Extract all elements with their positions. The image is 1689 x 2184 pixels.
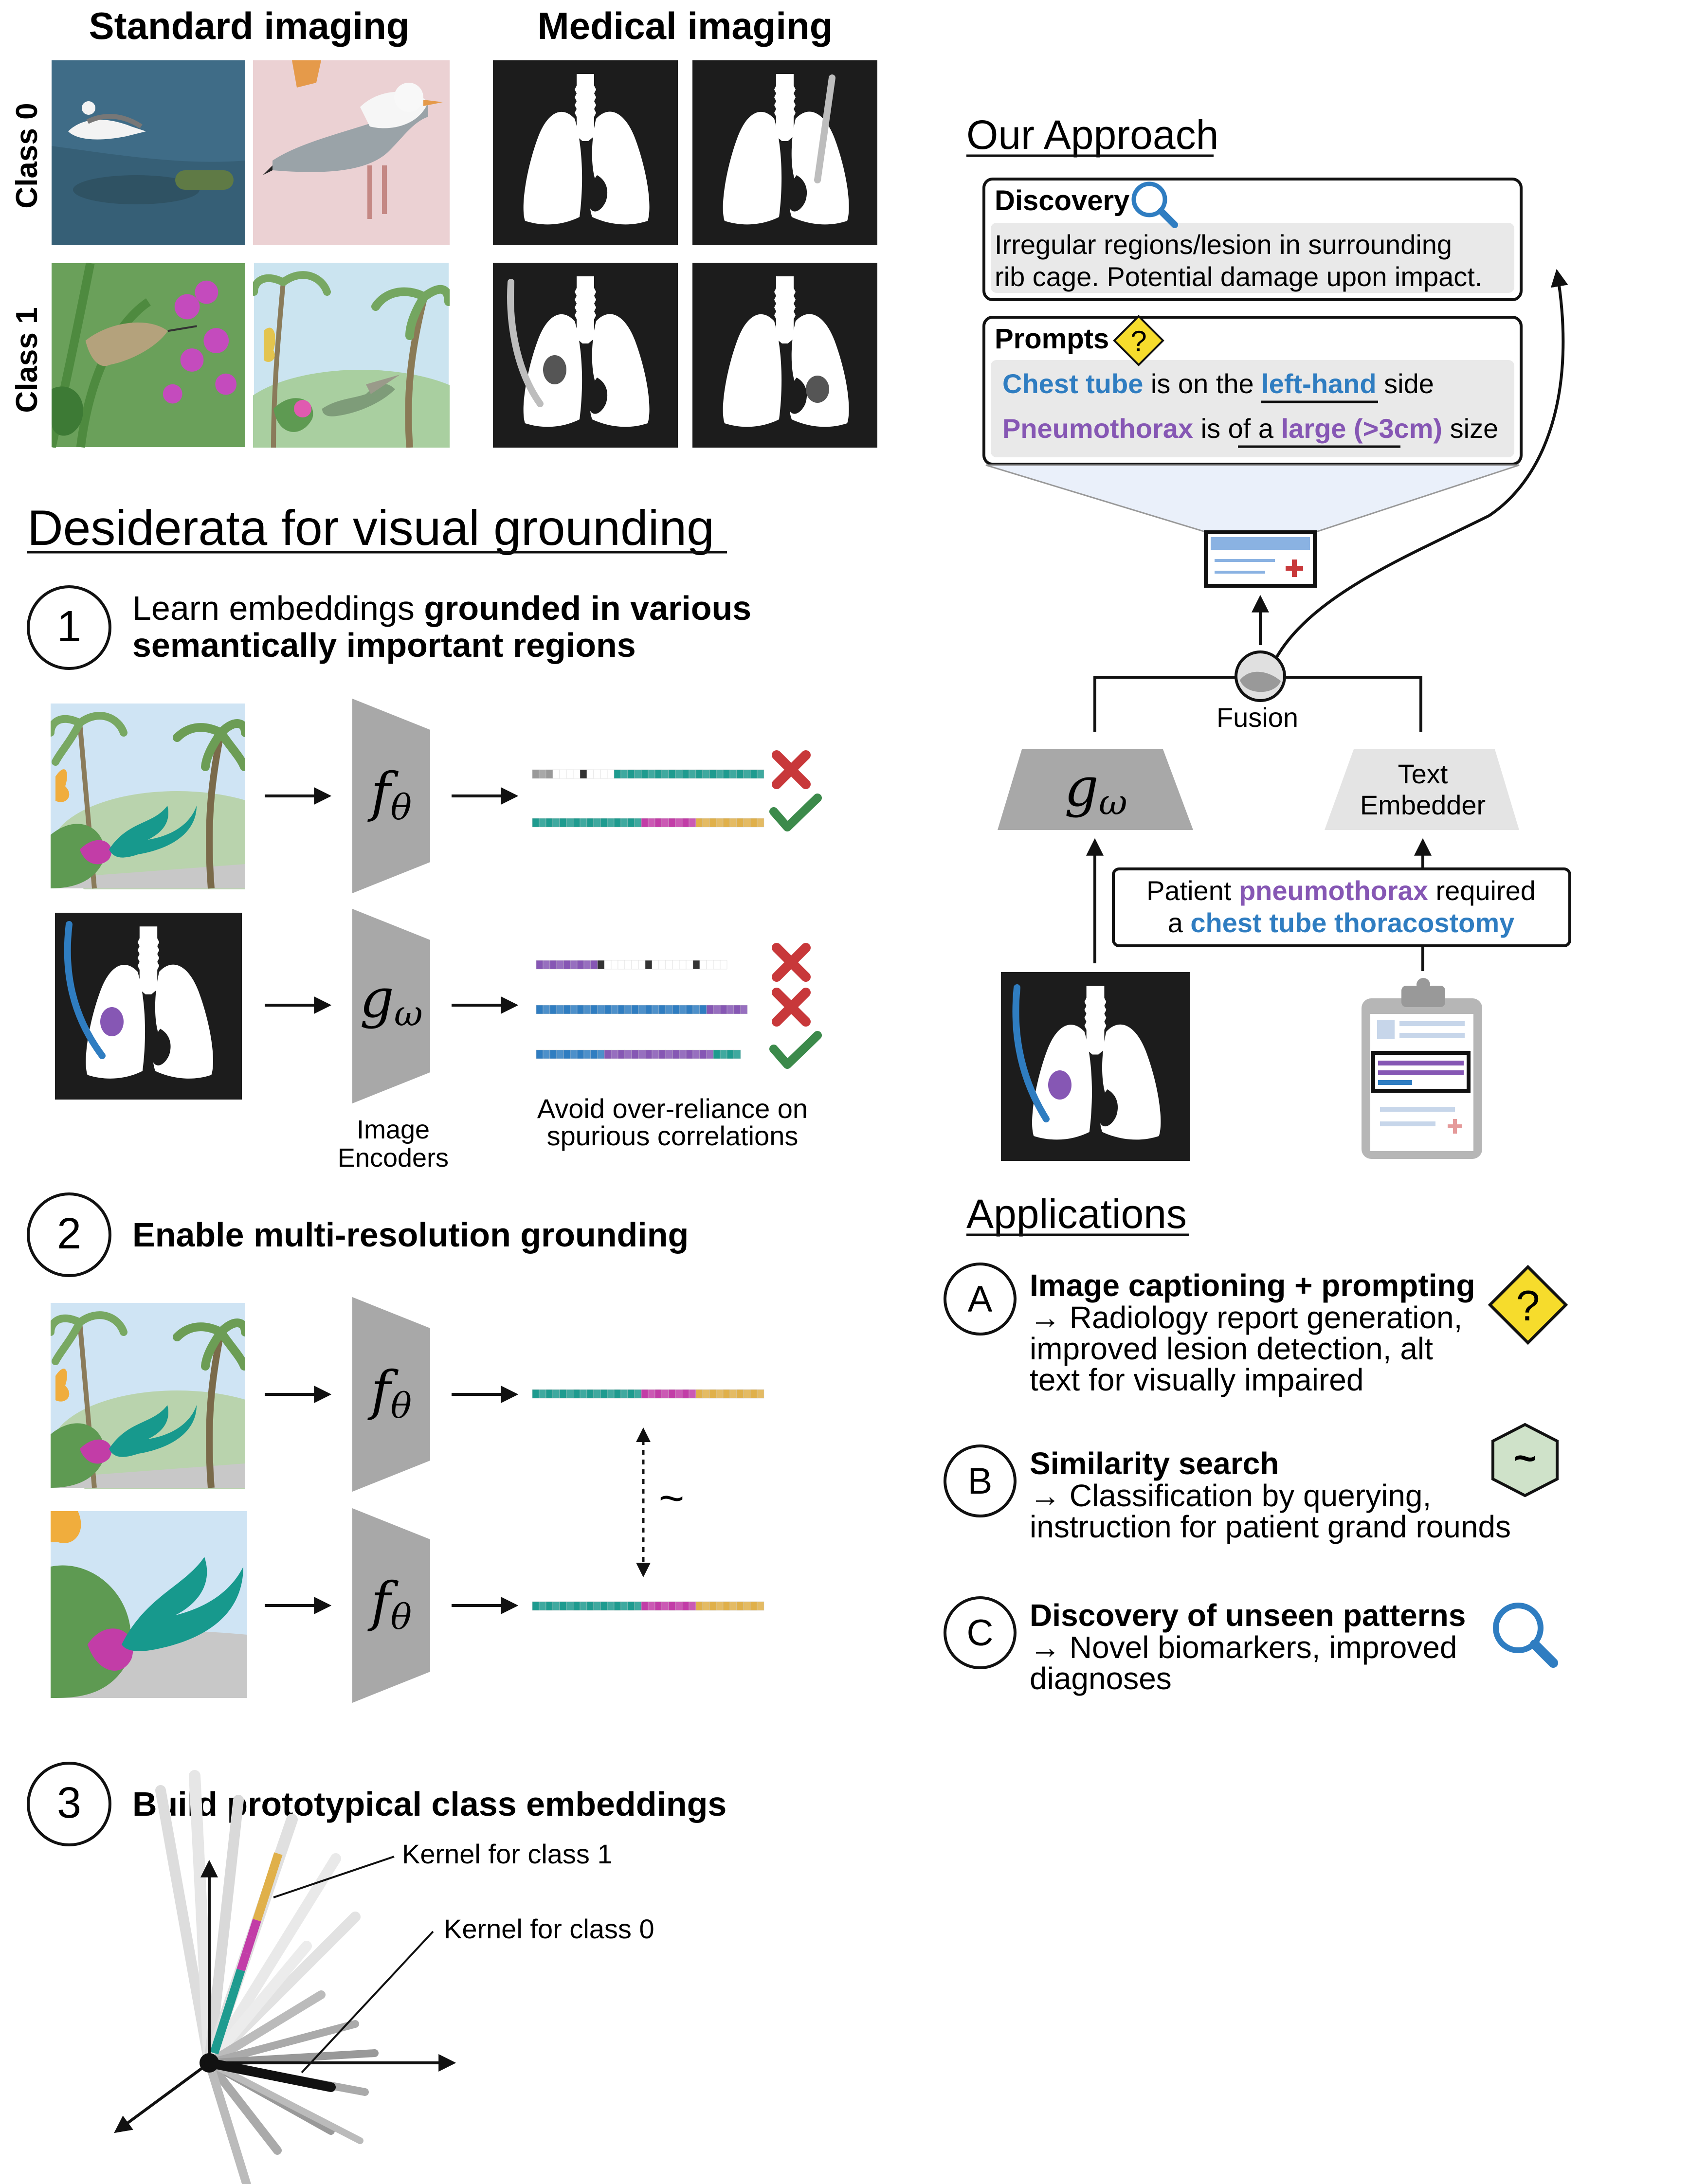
app-a-circle <box>944 1263 1017 1336</box>
gull-image-1 <box>52 60 245 245</box>
prompts-label: Prompts <box>995 323 1109 355</box>
step-3-title: Build prototypical class embeddings <box>132 1785 726 1823</box>
app-c-letter: C <box>967 1612 994 1654</box>
prompt-1: Chest tube is on the left-hand side <box>1002 368 1434 399</box>
lung-image-class1-a <box>493 263 678 448</box>
app-a-line-2: improved lesion detection, alt <box>1030 1331 1433 1366</box>
app-a-line-1: → Radiology report generation, <box>1030 1300 1462 1335</box>
svg-text:?: ? <box>1130 325 1146 358</box>
cross-icon <box>772 750 811 789</box>
magnifier-icon <box>1131 181 1178 228</box>
avoid-label-1: Avoid over-reliance on <box>537 1093 808 1124</box>
encoder-g-shape-1 <box>352 909 430 1103</box>
lung-image-1b <box>55 913 242 1100</box>
step-3-number: 3 <box>57 1779 81 1827</box>
step-2-number: 2 <box>57 1209 81 1258</box>
discovery-label: Discovery <box>995 185 1129 217</box>
prompt-2: Pneumothorax is of a large (>3cm) size <box>1002 413 1498 444</box>
scene-image-2a <box>51 1303 304 1507</box>
step-1-text-line1: Learn embeddings grounded in various <box>132 589 751 627</box>
lung-image-class0-a <box>493 60 678 245</box>
gull-image-2 <box>253 60 450 245</box>
lung-image-class1-b <box>692 263 877 448</box>
app-a-title: Image captioning + prompting <box>1030 1268 1475 1303</box>
app-c-circle <box>944 1596 1017 1669</box>
app-b-letter: B <box>968 1461 993 1502</box>
clipboard-icon <box>1362 978 1482 1159</box>
step-2-circle <box>27 1192 111 1277</box>
kernel-class0-label: Kernel for class 0 <box>444 1913 654 1944</box>
fusion-label: Fusion <box>1217 702 1298 733</box>
embedding-bars-group <box>532 769 764 1611</box>
app-b-line-1: → Classification by querying, <box>1030 1478 1431 1513</box>
app-b-line-2: instruction for patient grand rounds <box>1030 1509 1511 1544</box>
tilde-hexagon-icon: ~ <box>1491 1423 1559 1498</box>
scene-image-2b-zoomed <box>51 1511 247 1698</box>
app-b-circle <box>944 1444 1017 1517</box>
step-3-circle <box>27 1762 111 1846</box>
magnifier-icon <box>1493 1603 1558 1668</box>
question-diamond-icon: ? <box>1488 1264 1568 1345</box>
image-encoder-label: gω <box>1064 756 1127 823</box>
hummingbird-image-1 <box>52 263 245 447</box>
report-text-line-2: a chest tube thoracostomy <box>1168 907 1515 938</box>
app-a-line-3: text for visually impaired <box>1030 1362 1363 1397</box>
report-text-box <box>1112 867 1571 947</box>
step-1-number: 1 <box>57 602 81 651</box>
hummingbird-image-2 <box>235 263 488 477</box>
check-icon <box>769 794 822 831</box>
desiderata-title: Desiderata for visual grounding <box>27 500 714 556</box>
svg-text:?: ? <box>1516 1282 1540 1330</box>
step-1-text-line2: semantically important regions <box>132 626 636 664</box>
encoder-g-label-1: gω <box>360 967 422 1034</box>
applications-title: Applications <box>966 1191 1187 1237</box>
question-diamond-icon: ? <box>1113 315 1164 366</box>
chest-xray-image <box>1001 972 1190 1161</box>
encoder-f-label-3: fθ <box>367 1570 412 1637</box>
check-icon <box>769 1031 822 1069</box>
step-2-title: Enable multi-resolution grounding <box>132 1216 689 1254</box>
kernel-plot <box>114 1770 456 2184</box>
svg-text:~: ~ <box>1514 1436 1537 1480</box>
text-embedder-label-2: Embedder <box>1360 790 1486 820</box>
app-a-letter: A <box>968 1279 993 1320</box>
encoder-f-shape-1 <box>352 699 430 893</box>
report-text-line-1: Patient pneumothorax required <box>1146 875 1536 906</box>
zoom-funnel <box>985 464 1520 533</box>
image-encoders-label-1: Image <box>357 1115 430 1144</box>
similarity-tilde: ~ <box>659 1474 685 1523</box>
avoid-label-2: spurious correlations <box>547 1120 799 1151</box>
encoder-f-shape-2 <box>352 1297 430 1492</box>
text-embedder-label-1: Text <box>1398 758 1448 789</box>
app-c-line-1: → Novel biomarkers, improved <box>1030 1630 1457 1665</box>
class0-label: Class 0 <box>10 103 44 208</box>
lung-image-class0-b <box>692 60 877 245</box>
text-embedder-shape <box>1325 749 1519 830</box>
standard-imaging-title: Standard imaging <box>89 4 410 47</box>
app-c-line-2: diagnoses <box>1030 1661 1172 1696</box>
discovery-line-2: rib cage. Potential damage upon impact. <box>995 261 1482 292</box>
class1-label: Class 1 <box>10 307 44 413</box>
image-encoder-shape <box>998 749 1193 830</box>
app-c-title: Discovery of unseen patterns <box>1030 1598 1466 1633</box>
image-encoders-label-2: Encoders <box>338 1143 449 1173</box>
step-1-circle <box>27 585 111 670</box>
medical-imaging-title: Medical imaging <box>538 4 833 47</box>
report-card-icon <box>1204 530 1317 588</box>
approach-title: Our Approach <box>966 112 1218 158</box>
cross-icon <box>772 988 811 1027</box>
encoder-f-shape-3 <box>352 1508 430 1703</box>
scene-image-1a <box>51 704 304 908</box>
cross-icon <box>772 943 811 982</box>
kernel-class1-label: Kernel for class 1 <box>402 1839 613 1869</box>
discovery-feedback-arrow <box>1275 269 1568 658</box>
app-b-title: Similarity search <box>1030 1446 1279 1481</box>
discovery-line-1: Irregular regions/lesion in surrounding <box>995 229 1452 260</box>
